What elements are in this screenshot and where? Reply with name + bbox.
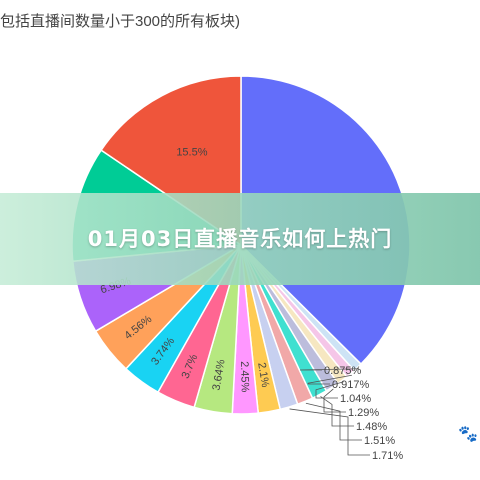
title-banner: 01月03日直播音乐如何上热门	[0, 193, 480, 285]
leader-line	[307, 374, 352, 385]
banner-title: 01月03日直播音乐如何上热门	[87, 227, 393, 251]
label-leader-lines	[289, 368, 370, 456]
slice-label-1-04: 1.04%	[340, 393, 371, 405]
leader-line	[299, 368, 360, 371]
chart-title: 包括直播间数量小于300的所有板块)	[0, 13, 241, 30]
slice-label-1-71: 1.71%	[372, 450, 403, 462]
leader-line	[315, 381, 344, 399]
slice-label-2-45: 2.45%	[238, 361, 251, 393]
slice-label-1-29: 1.29%	[348, 407, 379, 419]
slice-label-0-917: 0.917%	[332, 379, 370, 391]
slice-label-3-64: 3.64%	[211, 358, 228, 391]
slice-label-2-1: 2.1%	[255, 362, 271, 389]
slice-label-1-48: 1.48%	[356, 421, 387, 433]
slice-label-15-5: 15.5%	[176, 146, 207, 158]
slice-label-0-875: 0.875%	[324, 365, 362, 377]
slice-label-1-51: 1.51%	[364, 435, 395, 447]
paw-icon: 🐾	[458, 426, 478, 443]
leader-line	[289, 408, 370, 456]
leader-line	[323, 388, 346, 413]
leader-line	[305, 402, 362, 441]
leader-line	[320, 396, 354, 427]
